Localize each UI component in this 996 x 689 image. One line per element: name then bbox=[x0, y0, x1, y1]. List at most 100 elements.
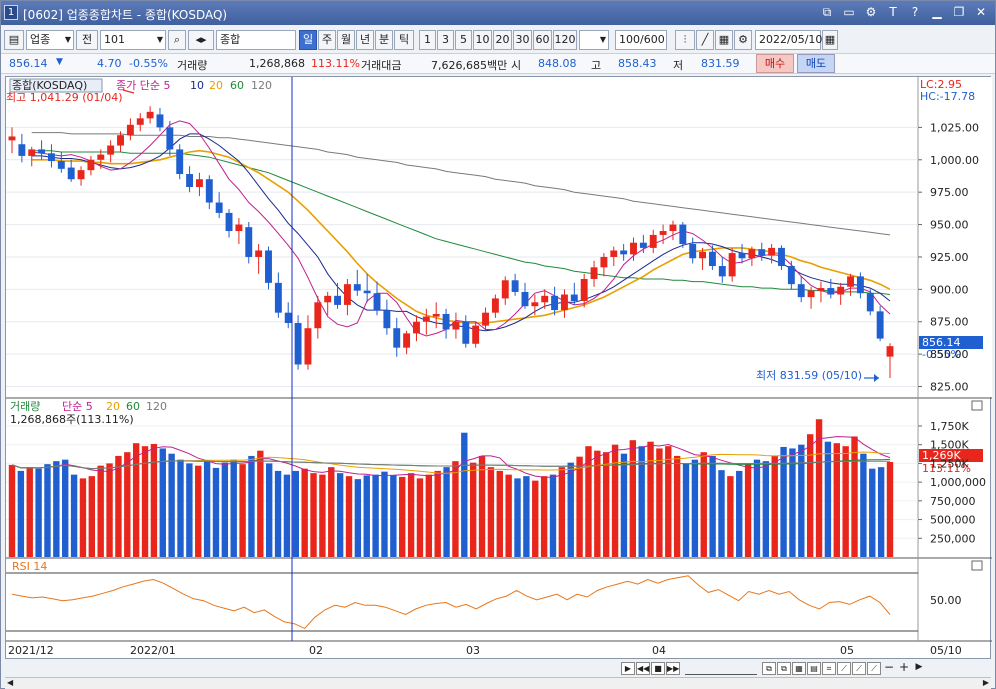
candle-body bbox=[482, 312, 489, 326]
candle-body bbox=[837, 286, 845, 295]
chart-area[interactable]: 종합(KOSDAQ) 종가 단순 5 10 20 60 120 최고 1,041… bbox=[5, 76, 992, 660]
fast-forward-icon[interactable]: ▶▶ bbox=[666, 662, 680, 675]
candle-type-icon[interactable]: ⫶ bbox=[675, 30, 695, 50]
price-tick-label: 950.00 bbox=[930, 219, 969, 232]
candle-body bbox=[856, 276, 864, 294]
scroll-end-icon[interactable]: ▶ bbox=[915, 662, 923, 672]
scroll-left-icon[interactable]: ◀ bbox=[7, 678, 14, 687]
zoom-out-icon[interactable]: − bbox=[883, 660, 895, 674]
period-day[interactable]: 일 bbox=[299, 30, 317, 50]
interval-60[interactable]: 60 bbox=[533, 30, 552, 50]
date-input[interactable]: 2022/05/10 bbox=[755, 30, 822, 50]
volume-bar bbox=[736, 470, 743, 557]
candle-body bbox=[639, 242, 647, 248]
period-week[interactable]: 주 bbox=[318, 30, 336, 50]
zoom-slider[interactable] bbox=[685, 662, 757, 675]
draw-tool-icon[interactable]: ╱ bbox=[696, 30, 714, 50]
candle-body bbox=[176, 149, 184, 175]
calendar-icon[interactable]: ▦ bbox=[822, 30, 838, 50]
volume-bar bbox=[594, 450, 601, 557]
volume-bar bbox=[26, 467, 33, 557]
amount-label: 거래대금 bbox=[361, 59, 402, 72]
prev-icon[interactable]: ▶ bbox=[621, 662, 635, 675]
text-icon[interactable]: T bbox=[889, 5, 897, 19]
candle-body bbox=[186, 174, 194, 187]
minimize-icon[interactable]: ▁ bbox=[932, 5, 942, 19]
rsi-panel-menu-icon[interactable] bbox=[971, 560, 983, 571]
volume-bar bbox=[88, 476, 96, 557]
volume-bar bbox=[310, 473, 317, 557]
last-price-tag bbox=[919, 336, 983, 349]
volume-bar bbox=[842, 446, 849, 557]
interval-10[interactable]: 10 bbox=[473, 30, 492, 50]
prev-next-stepper[interactable]: ◂▸ bbox=[188, 30, 214, 50]
close-icon[interactable]: ✕ bbox=[975, 5, 987, 19]
price-panel[interactable] bbox=[6, 77, 918, 397]
zoom-in-icon[interactable]: + bbox=[898, 660, 910, 674]
period-minute[interactable]: 분 bbox=[375, 30, 393, 50]
rewind-icon[interactable]: ◀◀ bbox=[636, 662, 650, 675]
volume-bar bbox=[248, 455, 255, 557]
search-icon[interactable]: ⌕ bbox=[168, 30, 186, 50]
period-month[interactable]: 월 bbox=[337, 30, 355, 50]
candle-body bbox=[265, 250, 272, 283]
candle-body bbox=[284, 312, 292, 324]
market-select[interactable]: 업종 ▼ bbox=[26, 30, 74, 50]
buy-button[interactable]: 매수 bbox=[756, 54, 794, 73]
screen-menu-icon[interactable]: ▤ bbox=[4, 30, 24, 50]
chart-tool-icon[interactable]: ⧉ bbox=[762, 662, 776, 675]
volume-panel-menu-icon[interactable] bbox=[971, 400, 983, 411]
low-note-arrowhead bbox=[874, 374, 879, 382]
restore-icon[interactable]: ❐ bbox=[953, 5, 965, 19]
chart-tool-icon[interactable]: ⟋ bbox=[852, 662, 866, 675]
quote-open: 848.08 bbox=[538, 57, 577, 70]
interval-120[interactable]: 120 bbox=[553, 30, 577, 50]
candle-body bbox=[570, 294, 578, 302]
volume-label: 거래량 bbox=[177, 59, 208, 72]
scroll-right-icon[interactable]: ▶ bbox=[982, 678, 989, 687]
volume-ma-line bbox=[11, 460, 890, 470]
chart-canvas[interactable]: 종합(KOSDAQ) 종가 단순 5 10 20 60 120 최고 1,041… bbox=[6, 77, 992, 660]
indicator-icon[interactable]: ▦ bbox=[715, 30, 733, 50]
candle-body bbox=[117, 135, 124, 146]
custom-interval-select[interactable]: ▼ bbox=[579, 30, 609, 50]
price-tick-label: 875.00 bbox=[930, 316, 969, 329]
chart-tool-icon[interactable]: ▤ bbox=[807, 662, 821, 675]
chart-tool-icon[interactable]: ⟋ bbox=[837, 662, 851, 675]
quote-change: 4.70 bbox=[97, 57, 122, 70]
help-icon[interactable]: ? bbox=[911, 5, 919, 19]
candle-body bbox=[886, 346, 894, 357]
chart-tool-icon[interactable]: ▦ bbox=[792, 662, 806, 675]
candle-body bbox=[778, 247, 785, 267]
volume-bar bbox=[576, 456, 583, 557]
title-bar[interactable]: 1 [0602] 업종종합차트 - 종합(KOSDAQ) ⧉ ▭ ⚙ T ? ▁… bbox=[1, 1, 995, 25]
config-gear-icon[interactable]: ⚙ bbox=[734, 30, 752, 50]
volume-bar bbox=[461, 432, 468, 557]
chart-tool-icon[interactable]: ⧉ bbox=[777, 662, 791, 675]
candle-body bbox=[324, 295, 332, 303]
volume-bar bbox=[115, 455, 122, 557]
candle-body bbox=[827, 288, 835, 295]
stop-icon[interactable]: ■ bbox=[651, 662, 665, 675]
period-year[interactable]: 년 bbox=[356, 30, 374, 50]
interval-3[interactable]: 3 bbox=[437, 30, 454, 50]
chart-tool-icon[interactable]: ⌗ bbox=[822, 662, 836, 675]
count-input[interactable]: 100/600 bbox=[615, 30, 667, 50]
interval-20[interactable]: 20 bbox=[493, 30, 512, 50]
interval-30[interactable]: 30 bbox=[513, 30, 532, 50]
interval-1[interactable]: 1 bbox=[419, 30, 436, 50]
code-input[interactable]: 101 ▼ bbox=[100, 30, 166, 50]
layout-icon[interactable]: ▭ bbox=[843, 5, 855, 19]
all-button[interactable]: 전 bbox=[76, 30, 98, 50]
link-window-icon[interactable]: ⧉ bbox=[822, 5, 832, 19]
settings-icon[interactable]: ⚙ bbox=[865, 5, 877, 19]
sell-button[interactable]: 매도 bbox=[797, 54, 835, 73]
volume-bar bbox=[301, 468, 308, 557]
chart-tool-icon[interactable]: ⟋ bbox=[867, 662, 881, 675]
quote-change-pct: -0.55% bbox=[129, 57, 168, 70]
volume-bar bbox=[70, 474, 78, 557]
price-tick-label: 825.00 bbox=[930, 381, 969, 394]
horizontal-scrollbar[interactable]: ◀ ▶ bbox=[5, 677, 991, 689]
interval-5[interactable]: 5 bbox=[455, 30, 472, 50]
period-tick[interactable]: 틱 bbox=[394, 30, 414, 50]
